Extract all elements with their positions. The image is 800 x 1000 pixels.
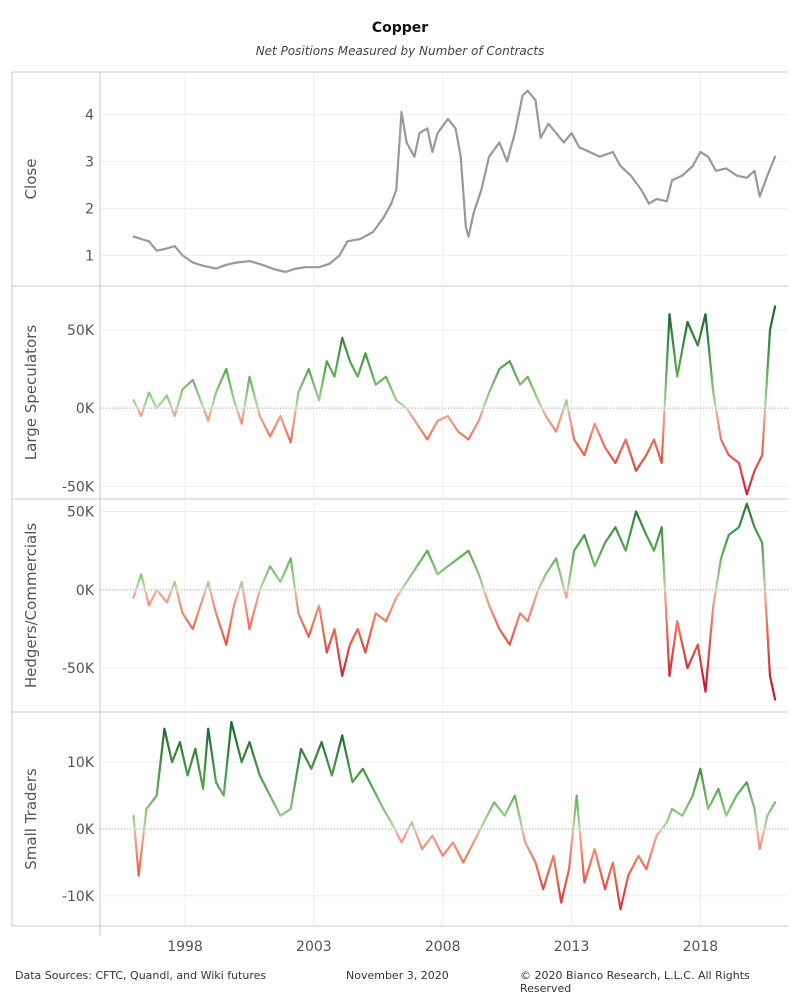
series-line-small-traders — [132, 720, 777, 911]
footer-copyright: © 2020 Bianco Research, L.L.C. All Right… — [520, 969, 750, 995]
y-axis-title: Small Traders — [22, 768, 40, 870]
y-tick-label: 0K — [76, 822, 95, 838]
y-tick-label: 2 — [85, 201, 94, 217]
y-tick-label: 10K — [67, 755, 95, 771]
x-tick-label: 1998 — [167, 939, 203, 955]
x-tick-label: 2003 — [296, 939, 332, 955]
y-tick-label: 0K — [76, 401, 95, 417]
y-axis-title: Large Speculators — [22, 325, 40, 461]
y-tick-label: 3 — [85, 154, 94, 170]
x-tick-label: 2013 — [554, 939, 590, 955]
y-tick-label: 4 — [85, 107, 94, 123]
chart-title: Copper — [371, 20, 429, 36]
y-tick-label: -50K — [62, 661, 95, 677]
y-axis-title: Close — [22, 159, 40, 200]
y-tick-label: 50K — [67, 323, 95, 339]
y-tick-label: 1 — [85, 248, 94, 264]
footer-date: November 3, 2020 — [346, 969, 449, 982]
y-tick-label: -10K — [62, 889, 95, 905]
x-tick-label: 2008 — [425, 939, 461, 955]
series-line-large-speculators — [132, 305, 777, 496]
y-tick-label: 0K — [76, 583, 95, 599]
y-tick-label: -50K — [62, 479, 95, 495]
series-line-hedgers-commercials — [132, 502, 777, 701]
y-tick-label: 50K — [67, 505, 95, 521]
y-axis-title: Hedgers/Commercials — [22, 523, 40, 689]
footer-sources: Data Sources: CFTC, Quandl, and Wiki fut… — [15, 969, 267, 982]
x-tick-label: 2018 — [683, 939, 719, 955]
chart-subtitle: Net Positions Measured by Number of Cont… — [255, 44, 545, 58]
series-line-close — [132, 89, 777, 273]
